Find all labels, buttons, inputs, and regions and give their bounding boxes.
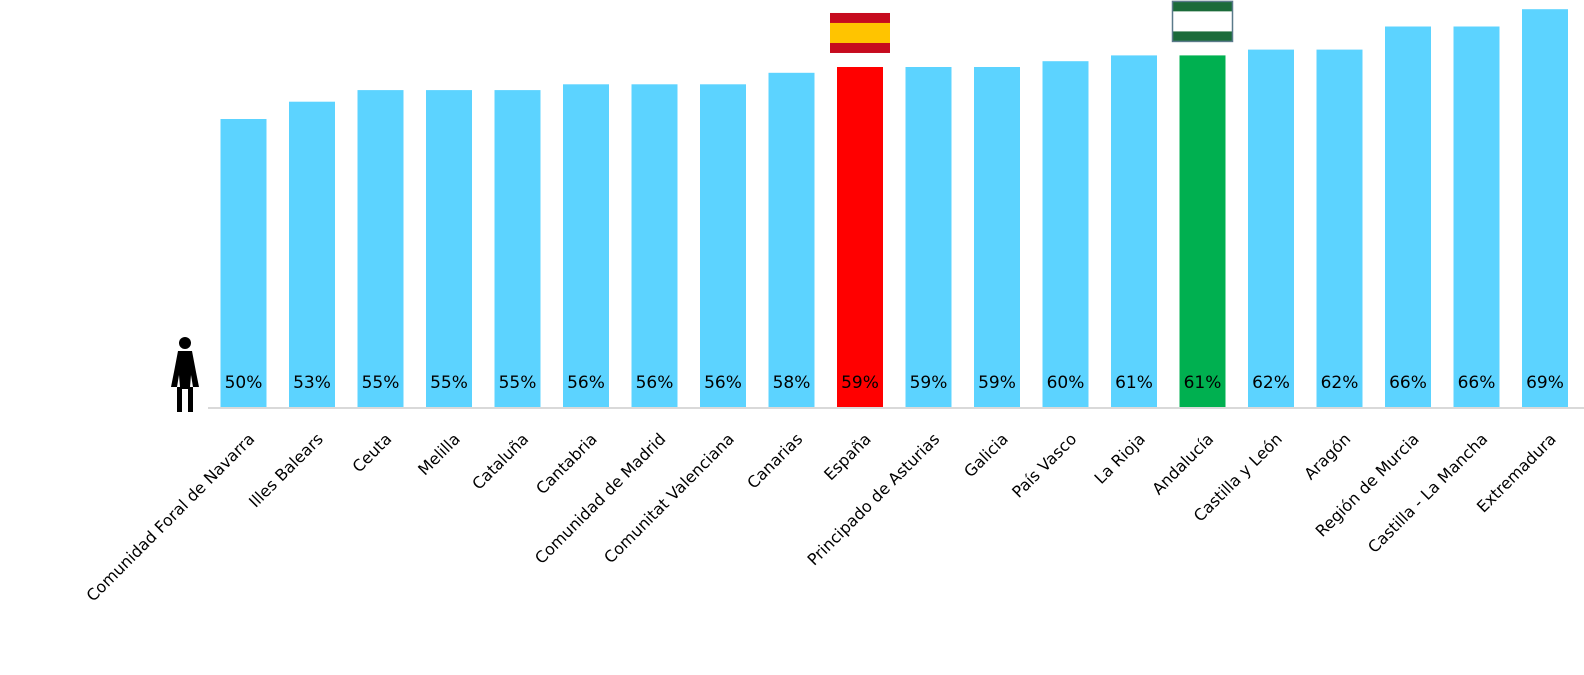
bar-comunidad-de-madrid bbox=[631, 84, 678, 409]
category-label-comunitat-valenciana: Comunitat Valenciana bbox=[600, 429, 738, 567]
category-label-illes-balears: Illes Balears bbox=[245, 429, 327, 511]
bar-castilla-y-leon bbox=[1248, 49, 1294, 408]
category-label-principado-de-asturias: Principado de Asturias bbox=[804, 429, 944, 569]
value-label-comunidad-de-madrid: 56% bbox=[636, 373, 674, 393]
andalucia-flag-icon bbox=[1171, 0, 1234, 43]
spain-flag-icon bbox=[830, 12, 890, 53]
value-label-castilla-y-leon: 62% bbox=[1252, 373, 1290, 393]
bar-la-rioja bbox=[1111, 55, 1157, 409]
value-label-illes-balears: 53% bbox=[293, 373, 331, 393]
category-label-andalucia: Andalucía bbox=[1148, 429, 1217, 498]
category-label-cantabria: Cantabria bbox=[532, 429, 601, 498]
value-label-pais-vasco: 60% bbox=[1047, 373, 1085, 393]
value-label-espana: 59% bbox=[841, 373, 879, 393]
value-label-comunidad-foral-de-navarra: 50% bbox=[225, 373, 263, 393]
value-labels-group: 50% 53% 55% 55% 55% 56% 56% 56% 58% 59% 59% 59% 60% 6… bbox=[225, 373, 1564, 393]
category-label-aragon: Aragón bbox=[1300, 429, 1354, 483]
bar-cataluna bbox=[494, 90, 541, 408]
bar-andalucia bbox=[1179, 55, 1226, 409]
category-label-pais-vasco: País Vasco bbox=[1008, 429, 1080, 501]
value-label-la-rioja: 61% bbox=[1115, 373, 1153, 393]
category-label-ceuta: Ceuta bbox=[348, 429, 395, 476]
bar-comunidad-foral-de-navarra bbox=[220, 119, 267, 408]
category-label-melilla: Melilla bbox=[414, 429, 464, 479]
bar-melilla bbox=[426, 90, 472, 408]
bar-pais-vasco bbox=[1042, 61, 1089, 408]
bar-principado-de-asturias bbox=[905, 67, 952, 408]
category-label-castilla-la-mancha: Castilla - La Mancha bbox=[1364, 429, 1491, 556]
value-label-principado-de-asturias: 59% bbox=[910, 373, 948, 393]
bar-ceuta bbox=[357, 90, 404, 408]
category-label-espana: España bbox=[820, 429, 875, 484]
bar-espana bbox=[837, 67, 883, 408]
value-label-comunitat-valenciana: 56% bbox=[704, 373, 742, 393]
bar-galicia bbox=[974, 67, 1020, 408]
value-label-andalucia: 61% bbox=[1184, 373, 1222, 393]
value-label-extremadura: 69% bbox=[1526, 373, 1564, 393]
category-label-cataluna: Cataluña bbox=[468, 429, 532, 493]
value-label-castilla-la-mancha: 66% bbox=[1458, 373, 1496, 393]
category-label-comunidad-de-madrid: Comunidad de Madrid bbox=[531, 429, 669, 567]
bar-castilla-la-mancha bbox=[1453, 26, 1500, 408]
value-label-cataluna: 55% bbox=[499, 373, 537, 393]
value-label-melilla: 55% bbox=[430, 373, 468, 393]
bar-region-de-murcia bbox=[1385, 26, 1431, 408]
value-label-galicia: 59% bbox=[978, 373, 1016, 393]
bar-aragon bbox=[1316, 49, 1363, 408]
category-label-comunidad-foral-de-navarra: Comunidad Foral de Navarra bbox=[83, 429, 259, 605]
bar-cantabria bbox=[563, 84, 609, 409]
bars-group bbox=[220, 9, 1568, 409]
flags-group bbox=[830, 0, 1234, 53]
bar-comunitat-valenciana bbox=[700, 84, 746, 409]
category-label-la-rioja: La Rioja bbox=[1091, 429, 1149, 487]
value-label-ceuta: 55% bbox=[362, 373, 400, 393]
bar-canarias bbox=[768, 72, 815, 409]
value-label-region-de-murcia: 66% bbox=[1389, 373, 1427, 393]
bar-illes-balears bbox=[289, 101, 335, 408]
category-label-galicia: Galicia bbox=[960, 429, 1012, 481]
bar-extremadura bbox=[1522, 9, 1568, 408]
value-label-canarias: 58% bbox=[773, 373, 811, 393]
value-label-cantabria: 56% bbox=[567, 373, 605, 393]
woman-icon bbox=[171, 337, 199, 412]
category-label-canarias: Canarias bbox=[743, 429, 806, 492]
value-label-aragon: 62% bbox=[1321, 373, 1359, 393]
